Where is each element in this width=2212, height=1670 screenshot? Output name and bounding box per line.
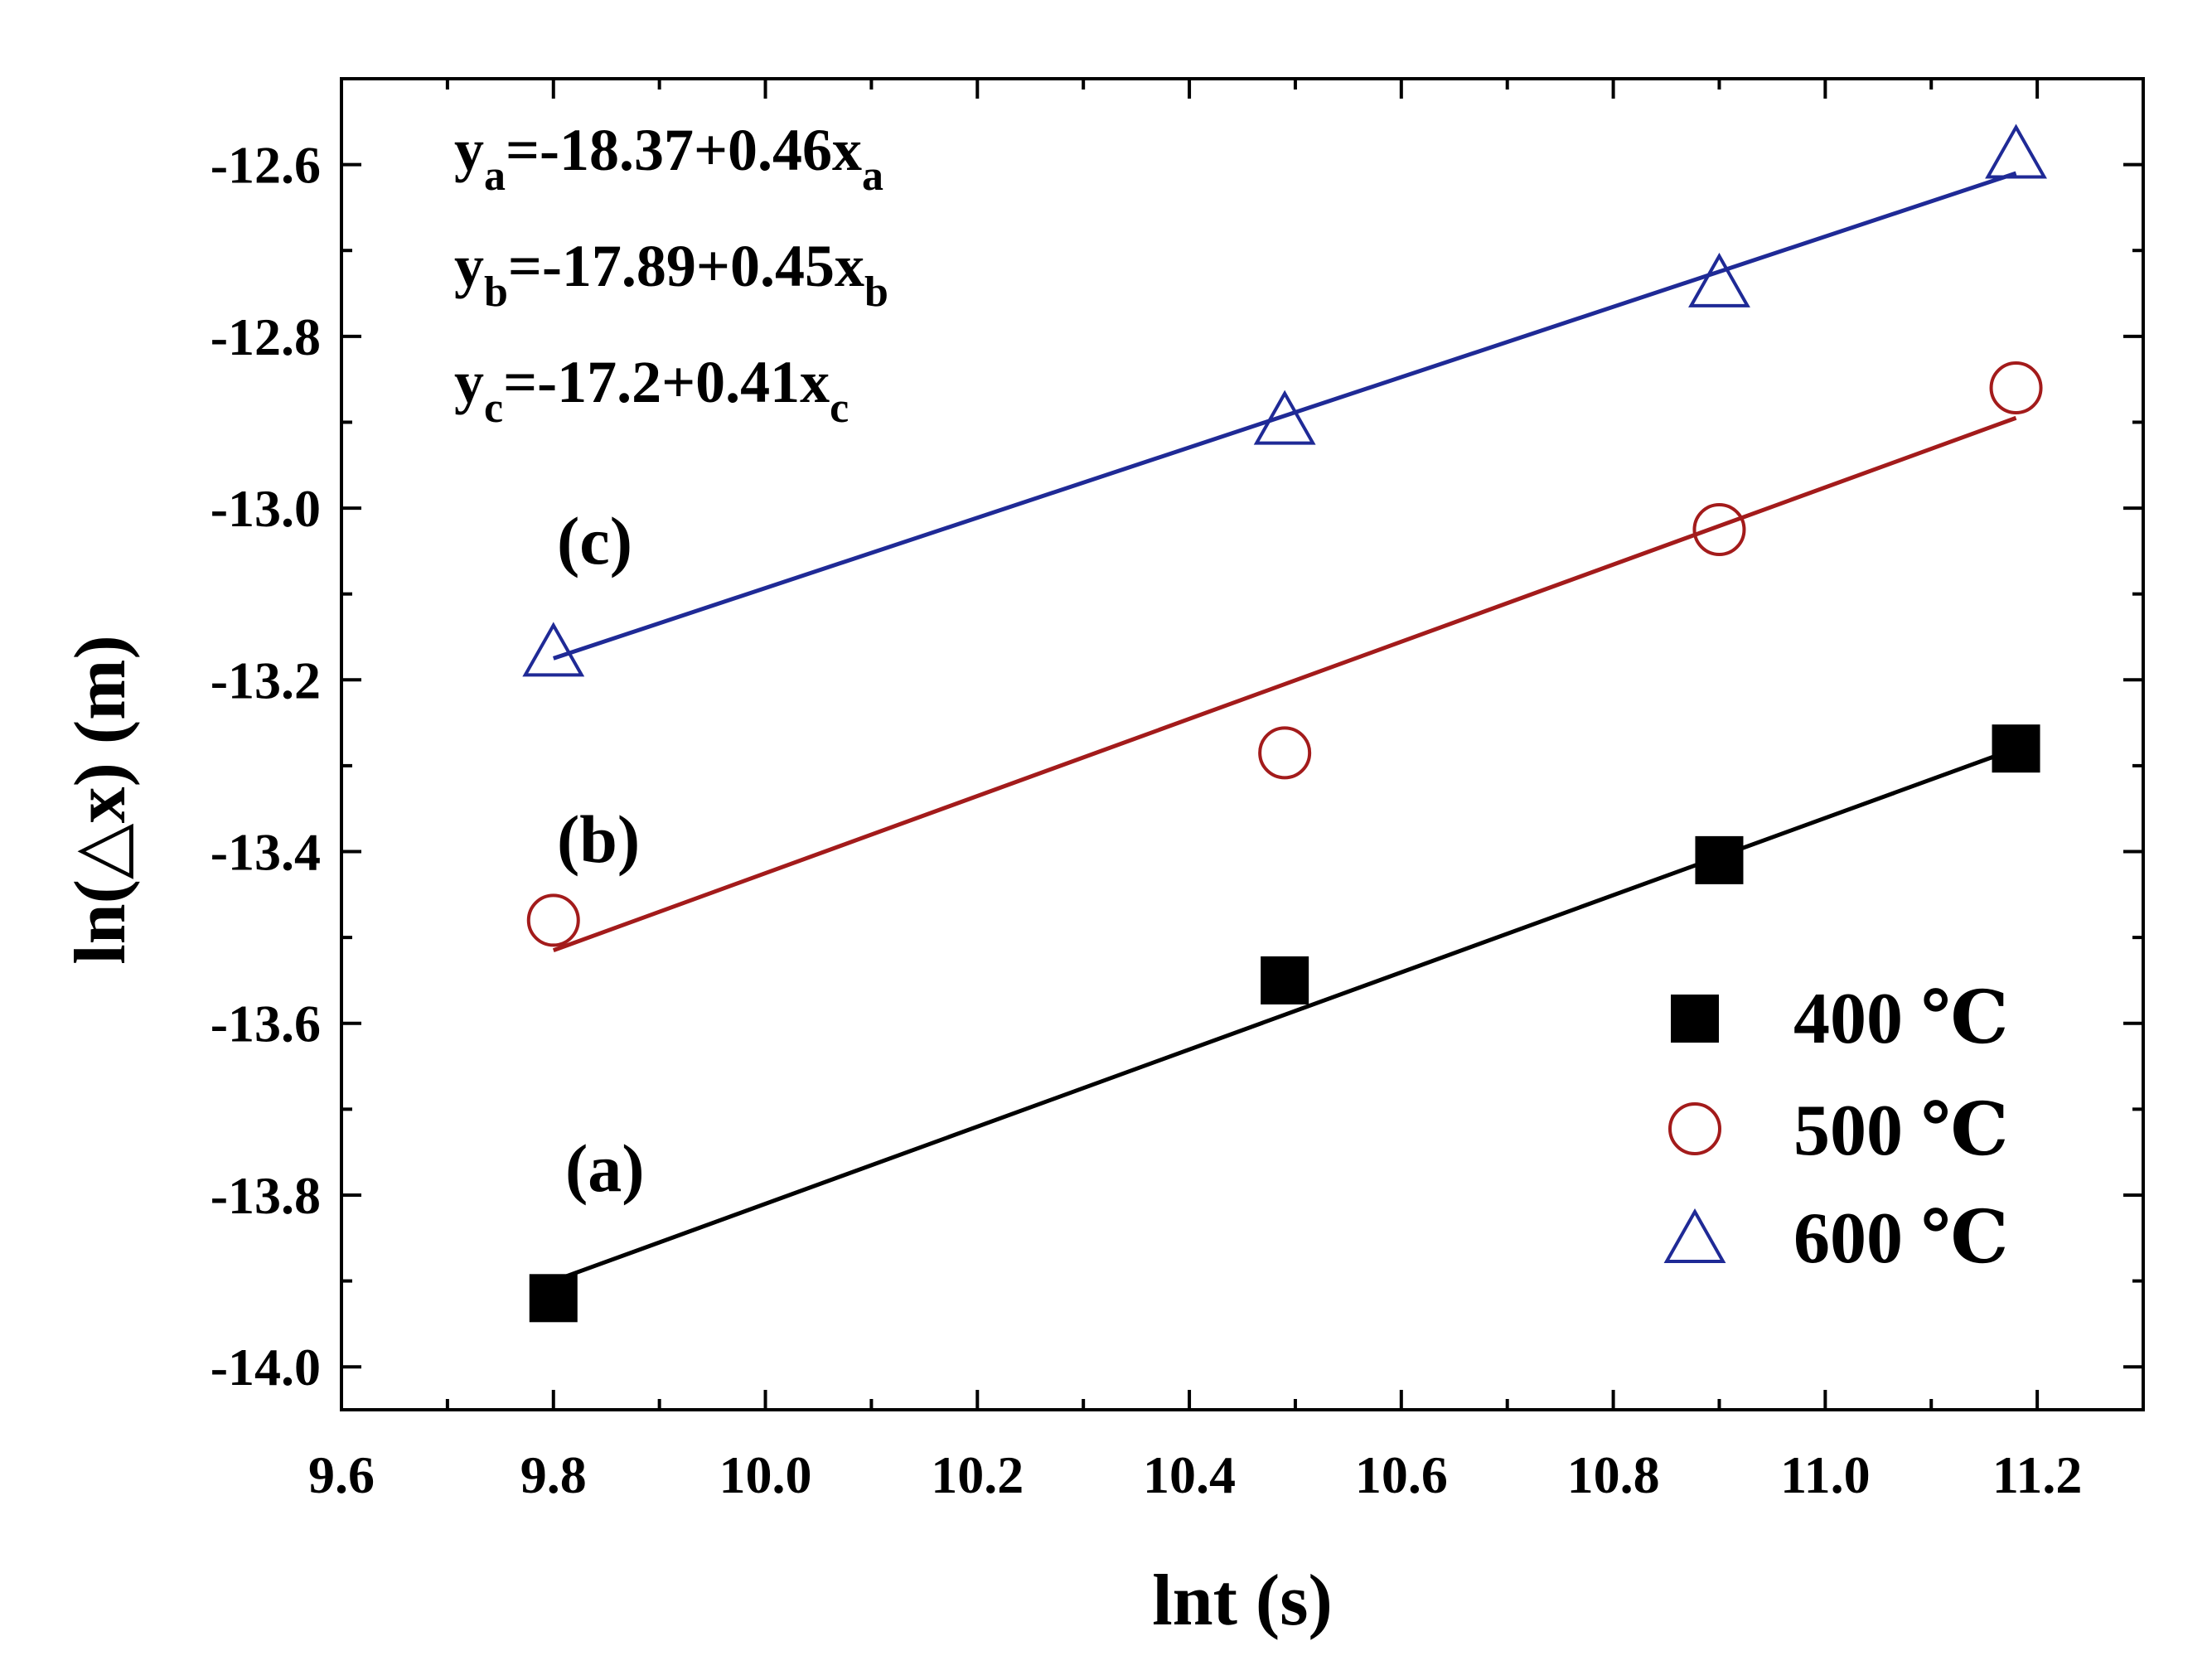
y-axis-title: ln(△x) (m) (61, 635, 141, 965)
data-point-a (1695, 835, 1744, 884)
equation-b-rhs: =-17.89+0.45x (508, 233, 864, 299)
data-point-a (1261, 956, 1309, 1004)
equation-a-y-sub: a (484, 152, 506, 200)
equation-c-y-sub: c (484, 385, 503, 432)
equation-a-rhs: =-18.37+0.46x (506, 117, 862, 183)
data-point-b (1692, 502, 1746, 556)
equation-a-x-sub: a (862, 152, 883, 200)
data-point-b (1258, 726, 1312, 780)
curve-label-a: (a) (565, 1130, 645, 1206)
data-point-b (1989, 361, 2043, 415)
x-tick-label: 10.2 (931, 1445, 1024, 1504)
y-tick-label: -12.6 (211, 136, 321, 195)
data-point-b (526, 893, 580, 947)
legend: 400 ℃ 500 ℃ 600 ℃ (1663, 979, 2008, 1279)
x-axis-title: lnt (s) (1152, 1561, 1333, 1641)
fit-line-a (552, 746, 2017, 1283)
equation-c-x-sub: c (830, 385, 849, 432)
legend-marker-400 (1671, 995, 1719, 1043)
x-tick-label: 10.8 (1567, 1445, 1660, 1504)
x-tick-label: 9.8 (520, 1445, 587, 1504)
legend-label-600: 600 ℃ (1793, 1198, 2008, 1279)
y-tick-label: -13.8 (211, 1166, 321, 1225)
x-tick-label: 10.6 (1355, 1445, 1448, 1504)
plot-frame (340, 77, 2145, 1411)
data-point-c (522, 622, 585, 677)
x-tick-label: 9.6 (308, 1445, 375, 1504)
y-tick-label: -14.0 (211, 1338, 321, 1397)
curve-label-b: (b) (557, 801, 640, 877)
legend-label-500: 500 ℃ (1793, 1091, 2008, 1171)
axis-ticks: 9.6 9.8 10.0 10.2 10.4 10.6 10.8 11.0 11.2 -14.0 -… (211, 79, 2143, 1504)
fit-line-b (552, 415, 2017, 953)
curve-label-c: (c) (557, 503, 632, 578)
data-point-a (529, 1274, 578, 1323)
fit-line-c (552, 171, 2017, 661)
equation-c-rhs: =-17.2+0.41x (503, 349, 830, 415)
data-point-c (1688, 252, 1750, 307)
data-point-a (1992, 724, 2040, 773)
data-points (522, 123, 2047, 1323)
legend-marker-500 (1668, 1102, 1721, 1155)
data-point-c (1985, 123, 2047, 179)
y-tick-label: -13.4 (211, 823, 321, 882)
legend-marker-600 (1663, 1208, 1726, 1263)
fit-lines (552, 171, 2017, 1283)
y-tick-label: -13.2 (211, 651, 321, 709)
data-point-c (1253, 390, 1316, 445)
legend-label-400: 400 ℃ (1793, 979, 2008, 1059)
x-tick-label: 11.0 (1780, 1445, 1870, 1504)
x-tick-label: 11.2 (1992, 1445, 2082, 1504)
equation-b-y-sub: b (484, 269, 508, 316)
fit-equations: ya=-18.37+0.46xa yb=-17.89+0.45xb yc=-17… (454, 117, 888, 432)
y-tick-label: -12.8 (211, 307, 321, 366)
x-tick-label: 10.4 (1143, 1445, 1236, 1504)
x-tick-label: 10.0 (719, 1445, 812, 1504)
y-tick-label: -13.6 (211, 995, 321, 1053)
y-tick-label: -13.0 (211, 479, 321, 538)
equation-b-x-sub: b (864, 269, 888, 316)
